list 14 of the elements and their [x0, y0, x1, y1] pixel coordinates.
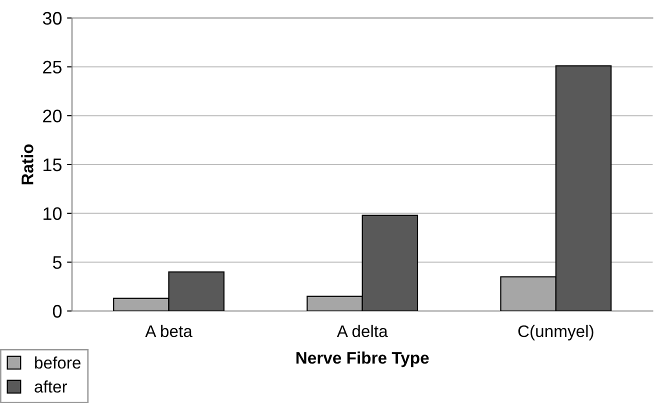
x-tick-label: C(unmyel) — [518, 324, 594, 340]
y-axis-title: Ratio — [21, 144, 34, 184]
y-tick-label: 15 — [44, 158, 62, 172]
x-tick-label: A beta — [145, 324, 192, 338]
y-tick-label: 5 — [52, 256, 62, 269]
legend-label: after — [34, 380, 68, 393]
x-axis-title: Nerve Fibre Type — [296, 352, 429, 368]
legend-label: before — [35, 356, 81, 369]
y-tick-label: 30 — [42, 12, 62, 25]
y-tick-label: 0 — [52, 304, 62, 318]
y-tick-label: 10 — [44, 207, 62, 220]
x-tick-label: A delta — [336, 324, 388, 338]
y-tick-label: 20 — [43, 110, 62, 122]
y-tick-label: 25 — [43, 60, 62, 74]
